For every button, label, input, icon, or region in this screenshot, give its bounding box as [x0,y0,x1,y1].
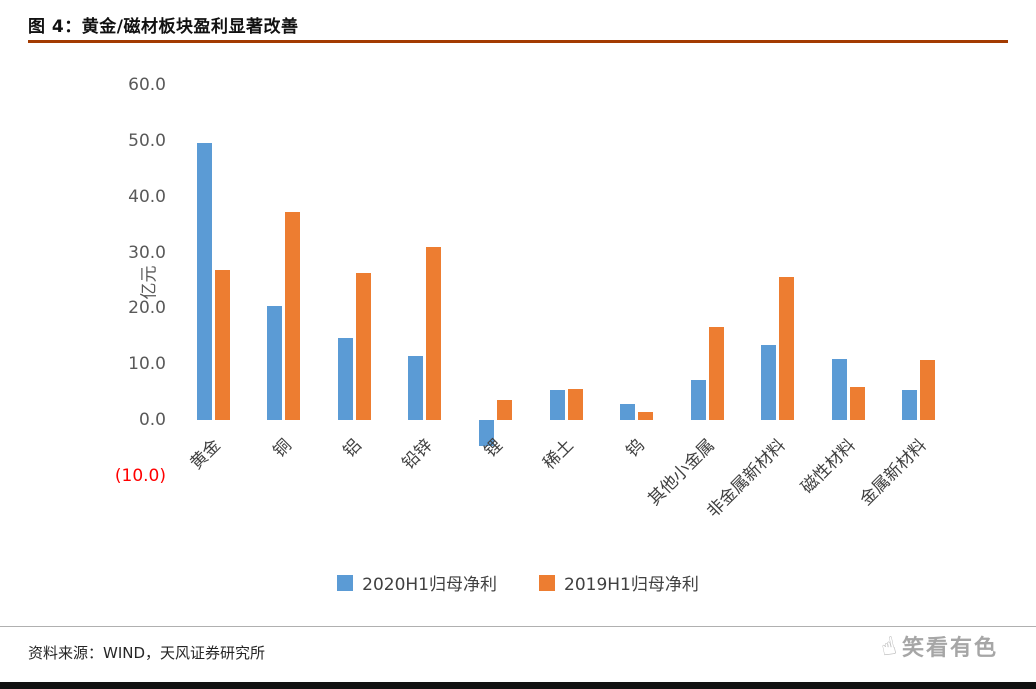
hand-logo-icon: ☝ [877,630,899,662]
y-tick-label: 0.0 [138,410,166,431]
category-label: 铅锌 [398,435,437,474]
bar-series0-cat7 [690,379,706,421]
title-underline [28,40,1008,43]
bar-series1-cat2 [355,273,371,421]
bar-series0-cat1 [267,306,283,421]
figure-title: 图 4：黄金/磁材板块盈利显著改善 [28,17,299,37]
bar-series1-cat8 [779,277,795,421]
bar-series1-cat1 [285,211,301,421]
source-note: 资料来源：WIND，天风证券研究所 [28,644,266,662]
category-label: 铜 [269,435,296,462]
profit-bar-chart: 亿元 60.0 50.0 40.0 30.0 20.0 10.0 0.0 (10.0) 黄金 铜 铝… [114,75,936,522]
legend-label: 2020H1归母净利 [362,575,497,595]
bar-series0-cat9 [831,359,847,421]
bar-series0-cat3 [408,356,424,421]
y-axis-title: 亿元 [139,265,160,300]
y-tick-label: 40.0 [128,186,166,207]
bar-series1-cat4 [496,400,512,421]
bar-series0-cat2 [337,338,353,421]
y-tick-label: (10.0) [114,466,166,486]
category-label: 金属新材料 [856,435,931,510]
bar-series0-cat0 [196,143,212,421]
y-tick-label: 20.0 [128,298,166,319]
chart-legend: 2020H1归母净利 2019H1归母净利 [0,570,1036,595]
footer-divider [0,626,1036,627]
legend-item-series1: 2019H1归母净利 [539,570,699,595]
bar-series0-cat6 [620,403,636,421]
watermark-text: 笑看有色 [901,636,998,661]
bar-series0-cat4 [478,420,494,447]
bar-series0-cat10 [902,389,918,421]
bar-series1-cat6 [638,412,654,421]
category-label: 磁性材料 [797,435,860,498]
y-tick-label: 10.0 [128,354,166,375]
bar-series0-cat5 [549,389,565,421]
legend-label: 2019H1归母净利 [564,575,699,595]
bar-series1-cat3 [426,246,442,421]
bottom-bar [0,682,1036,689]
bar-series0-cat8 [761,345,777,421]
bar-series1-cat10 [920,360,936,421]
category-label: 稀土 [539,435,578,474]
watermark: ☝ 笑看有色 [877,630,998,662]
y-tick-label: 30.0 [128,242,166,263]
legend-item-series0: 2020H1归母净利 [337,570,497,595]
bar-series1-cat7 [708,326,724,421]
bar-series1-cat9 [849,387,865,421]
y-tick-label: 50.0 [128,130,166,151]
bar-series1-cat0 [214,270,230,421]
category-label: 钨 [622,435,649,462]
category-label: 铝 [339,435,367,462]
legend-swatch-icon [337,574,354,591]
bar-series1-cat5 [567,388,583,421]
y-tick-label: 60.0 [128,75,166,95]
category-label: 黄金 [186,435,225,474]
legend-swatch-icon [539,574,555,591]
